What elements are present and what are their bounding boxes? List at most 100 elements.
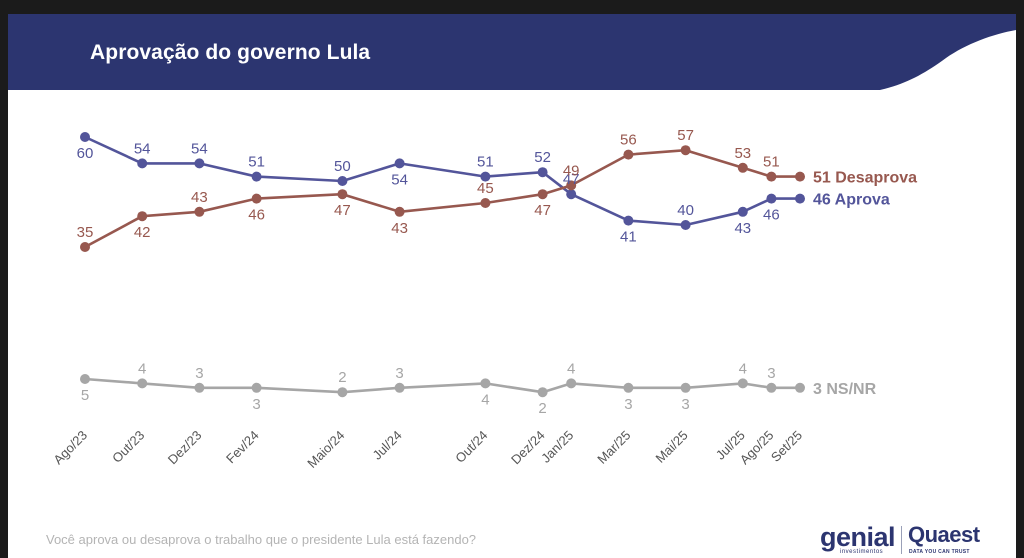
data-point bbox=[394, 382, 405, 393]
data-label: 2 bbox=[538, 400, 546, 417]
series-line-ns-nr bbox=[84, 377, 800, 394]
data-label: 3 bbox=[195, 365, 203, 382]
data-label: 49 bbox=[563, 162, 580, 179]
data-label: 56 bbox=[620, 132, 637, 149]
x-tick-label: Fev/24 bbox=[223, 428, 262, 467]
data-label: 40 bbox=[677, 202, 694, 219]
data-point bbox=[566, 180, 577, 191]
x-tick-label: Jul/24 bbox=[370, 428, 405, 463]
series-line-desaprova bbox=[84, 148, 800, 249]
data-label: 43 bbox=[734, 220, 751, 237]
series-end-label: 46 Aprova bbox=[813, 192, 890, 209]
data-label: 46 bbox=[248, 207, 265, 224]
quaest-logo: Quaest bbox=[908, 522, 980, 547]
data-label: 3 bbox=[252, 396, 260, 413]
data-point bbox=[394, 206, 405, 217]
series-end-label: 51 Desaprova bbox=[813, 170, 917, 187]
data-label: 3 bbox=[681, 396, 689, 413]
data-label: 50 bbox=[334, 158, 351, 175]
x-tick-label: Mai/25 bbox=[653, 428, 691, 466]
survey-question: Você aprova ou desaprova o trabalho que … bbox=[46, 532, 477, 547]
data-label: 43 bbox=[191, 189, 208, 206]
data-point bbox=[766, 382, 777, 393]
data-point bbox=[795, 382, 805, 393]
x-tick-label: Dez/24 bbox=[508, 428, 548, 468]
data-label: 42 bbox=[134, 224, 151, 241]
data-label: 51 bbox=[477, 154, 494, 171]
data-label: 3 bbox=[767, 365, 775, 382]
x-tick-label: Ago/23 bbox=[50, 428, 90, 468]
data-point bbox=[537, 189, 548, 200]
data-label: 3 bbox=[395, 365, 403, 382]
data-point bbox=[680, 145, 691, 156]
data-label: 57 bbox=[677, 127, 694, 144]
data-point bbox=[337, 189, 348, 200]
data-label: 4 bbox=[567, 360, 575, 377]
data-point bbox=[251, 193, 262, 204]
data-point bbox=[137, 158, 148, 169]
data-point bbox=[566, 378, 577, 389]
data-point bbox=[394, 158, 405, 169]
genial-logo-subtitle: investimentos bbox=[840, 549, 884, 555]
data-point bbox=[737, 378, 748, 389]
data-point bbox=[795, 171, 805, 182]
data-label: 2 bbox=[338, 369, 346, 386]
x-tick-label: Out/24 bbox=[452, 428, 490, 466]
header-banner: Aprovação do governo Lula bbox=[8, 14, 1016, 90]
data-point bbox=[766, 193, 777, 204]
x-axis: Ago/23 Out/23 Dez/23 Fev/24 Maio/24 Jul/24 Out… bbox=[50, 428, 805, 471]
data-point bbox=[795, 193, 805, 204]
data-label: 45 bbox=[477, 180, 494, 197]
genial-logo: genial bbox=[820, 522, 896, 552]
data-label: 46 bbox=[763, 207, 780, 224]
header-shape bbox=[8, 14, 1016, 90]
slide: Aprovação do governo Lula Ago/23 Out/23 De… bbox=[8, 14, 1016, 558]
data-label: 47 bbox=[563, 171, 580, 188]
data-label: 3 bbox=[624, 396, 632, 413]
x-tick-label: Dez/23 bbox=[165, 428, 205, 468]
data-label: 43 bbox=[391, 220, 408, 237]
line-chart: Ago/23 Out/23 Dez/23 Fev/24 Maio/24 Jul/24 Out… bbox=[50, 127, 918, 471]
data-point bbox=[537, 387, 548, 398]
data-label: 47 bbox=[334, 202, 351, 219]
data-label: 35 bbox=[77, 224, 94, 241]
data-label: 60 bbox=[77, 145, 94, 162]
data-point bbox=[737, 206, 748, 217]
series-end-label: 3 NS/NR bbox=[813, 381, 877, 398]
x-tick-label: Mar/25 bbox=[594, 428, 633, 467]
data-point bbox=[737, 162, 748, 173]
data-point bbox=[137, 211, 148, 222]
x-tick-label: Maio/24 bbox=[304, 428, 347, 471]
data-point bbox=[623, 382, 634, 393]
data-label: 51 bbox=[248, 154, 265, 171]
data-point bbox=[680, 382, 691, 393]
data-label: 53 bbox=[734, 145, 751, 162]
series-group bbox=[80, 132, 805, 398]
data-label: 4 bbox=[138, 360, 146, 377]
data-label: 47 bbox=[534, 202, 551, 219]
data-point bbox=[80, 132, 90, 142]
data-label: 4 bbox=[739, 360, 747, 377]
data-point bbox=[194, 382, 205, 393]
data-point bbox=[537, 167, 548, 178]
data-label: 54 bbox=[391, 171, 408, 188]
logo-separator bbox=[901, 526, 902, 554]
data-label: 52 bbox=[534, 149, 551, 166]
data-label: 41 bbox=[620, 229, 637, 246]
data-point bbox=[251, 171, 262, 182]
data-point bbox=[137, 378, 148, 389]
data-point bbox=[80, 242, 90, 252]
data-point bbox=[480, 171, 491, 182]
data-label: 51 bbox=[763, 154, 780, 171]
page-title: Aprovação do governo Lula bbox=[90, 41, 371, 64]
series-line-aprova bbox=[84, 135, 800, 227]
data-point bbox=[80, 374, 90, 384]
data-label: 54 bbox=[134, 140, 151, 157]
data-point bbox=[623, 149, 634, 160]
data-label: 4 bbox=[481, 391, 489, 408]
data-point bbox=[194, 158, 205, 169]
x-tick-label: Jan/25 bbox=[538, 428, 576, 466]
data-point bbox=[480, 378, 491, 389]
data-point bbox=[194, 206, 205, 217]
